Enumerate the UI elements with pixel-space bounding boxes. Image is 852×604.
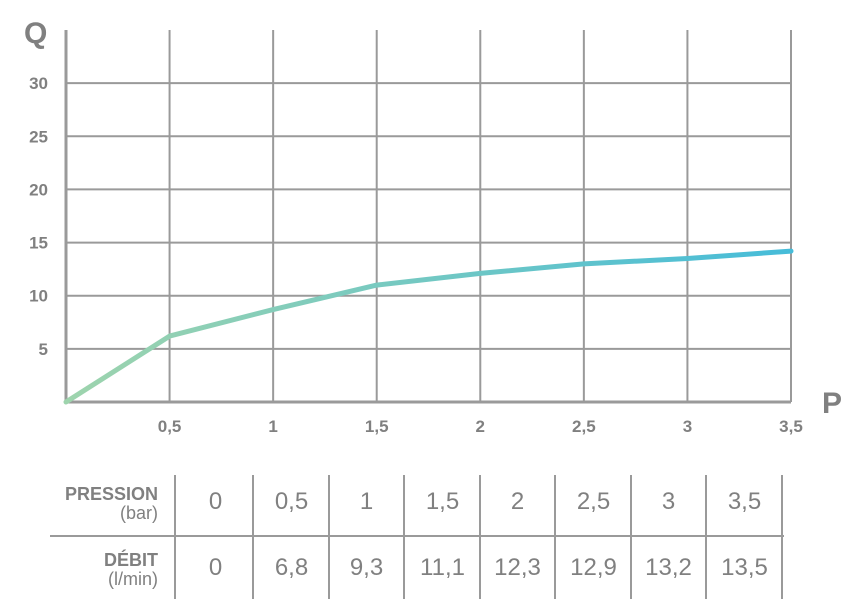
column-divider — [252, 475, 254, 599]
x-tick-label: 2,5 — [572, 417, 596, 436]
column-divider — [554, 475, 556, 599]
y-tick-label: 30 — [29, 74, 48, 93]
x-tick-label: 0,5 — [158, 417, 182, 436]
column-divider — [328, 475, 330, 599]
debit-value: 12,3 — [494, 554, 541, 581]
pression-value: 3,5 — [727, 488, 762, 515]
series-line — [63, 248, 794, 405]
pression-value: 0 — [208, 488, 223, 515]
column-divider — [174, 475, 176, 599]
flow-chart: 5 10 15 20 25 30 0,5 1 1,5 2 2,5 3 3,5 Q P — [24, 17, 842, 436]
column-divider — [705, 475, 707, 599]
debit-value: 6,8 — [274, 554, 309, 581]
pression-value: 0,5 — [274, 488, 309, 515]
debit-value: 9,3 — [349, 554, 384, 581]
y-ticks: 5 10 15 20 25 30 — [29, 74, 48, 359]
pression-unit: (bar) — [119, 503, 158, 523]
column-divider — [781, 475, 783, 599]
x-tick-label: 2 — [476, 417, 485, 436]
x-tick-label: 3 — [683, 417, 692, 436]
y-axis-letter: Q — [24, 17, 47, 50]
debit-value: 0 — [208, 554, 223, 581]
debit-unit: (l/min) — [108, 569, 158, 589]
pression-value: 2 — [510, 488, 525, 515]
column-divider — [479, 475, 481, 599]
x-axis-letter: P — [822, 387, 842, 420]
x-tick-label: 3,5 — [779, 417, 803, 436]
x-tick-label: 1,5 — [365, 417, 389, 436]
y-tick-label: 10 — [29, 287, 48, 306]
axes — [64, 30, 791, 404]
debit-value: 13,2 — [645, 554, 692, 581]
debit-value: 13,5 — [721, 554, 768, 581]
grid — [66, 30, 792, 402]
y-tick-label: 15 — [29, 234, 48, 253]
column-divider — [403, 475, 405, 599]
x-ticks: 0,5 1 1,5 2 2,5 3 3,5 — [158, 417, 803, 436]
debit-title: DÉBIT — [104, 550, 158, 570]
debit-value: 12,9 — [570, 554, 617, 581]
y-tick-label: 20 — [29, 180, 48, 199]
pression-value: 1,5 — [425, 488, 460, 515]
pression-label: PRESSION (bar) — [46, 471, 158, 533]
pression-value: 1 — [359, 488, 374, 515]
row-divider — [50, 535, 784, 537]
pression-value: 3 — [661, 488, 676, 515]
series — [63, 248, 794, 405]
debit-row: DÉBIT (l/min) 0 6,8 9,3 11,1 12,3 12,9 1… — [46, 537, 786, 599]
x-tick-label: 1 — [268, 417, 277, 436]
pression-title: PRESSION — [64, 484, 158, 504]
y-tick-label: 5 — [39, 340, 48, 359]
data-table: PRESSION (bar) 0 0,5 1 1,5 2 2,5 3 3,5 D… — [46, 471, 786, 599]
pression-row: PRESSION (bar) 0 0,5 1 1,5 2 2,5 3 3,5 — [46, 471, 786, 533]
debit-value: 11,1 — [420, 554, 465, 581]
debit-label: DÉBIT (l/min) — [46, 537, 158, 599]
column-divider — [630, 475, 632, 599]
pression-value: 2,5 — [576, 488, 611, 515]
y-tick-label: 25 — [29, 127, 48, 146]
